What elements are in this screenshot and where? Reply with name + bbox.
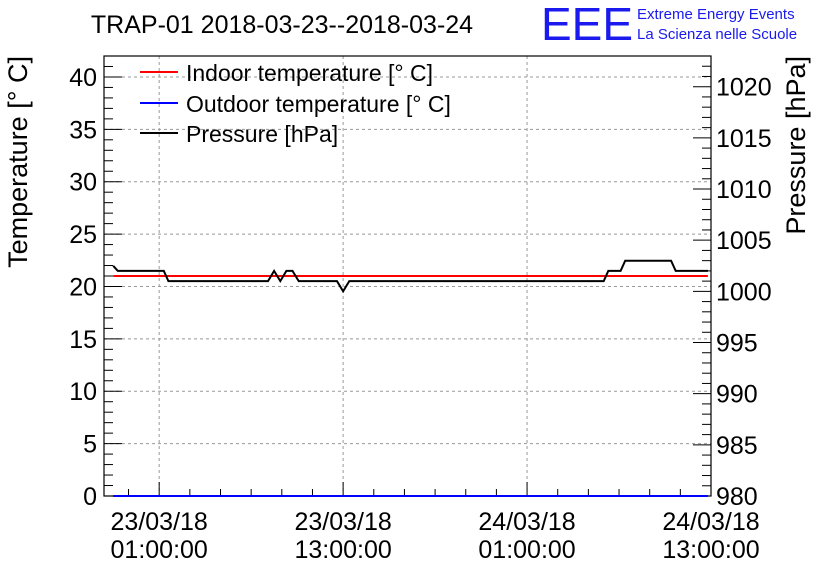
left-tick-label: 25 [69,221,97,249]
left-tick-label: 20 [69,273,97,301]
right-tick-label: 1010 [716,176,772,204]
legend-label-pressure: Pressure [hPa] [186,121,338,147]
eee-logo-line1: Extreme Energy Events [637,6,795,23]
right-axis-label: Pressure [hPa] [781,56,811,235]
legend: Indoor temperature [° C] Outdoor tempera… [140,60,451,147]
right-tick-label: 985 [716,432,758,460]
x-tick-label-time: 01:00:00 [478,536,575,564]
series-line-pressure [112,259,708,294]
series-layer [112,259,708,497]
right-tick-label: 980 [716,483,758,511]
legend-label-outdoor: Outdoor temperature [° C] [186,91,451,117]
left-tick-label: 40 [69,64,97,92]
x-axis: 23/03/1801:00:0023/03/1813:00:0024/03/18… [111,482,760,564]
x-tick-label-date: 24/03/18 [478,508,575,536]
right-tick-label: 1015 [716,125,772,153]
left-axis: 0 5 10 15 20 25 30 35 40 [69,64,122,511]
left-tick-label: 30 [69,169,97,197]
left-tick-label: 5 [83,431,97,459]
x-tick-label-time: 13:00:00 [294,536,391,564]
x-tick-label-date: 23/03/18 [111,508,208,536]
right-tick-label: 995 [716,330,758,358]
right-tick-label: 990 [716,381,758,409]
left-tick-label: 15 [69,326,97,354]
right-axis: 980 985 990 995 1000 1005 1010 1015 1020 [693,65,772,511]
left-tick-label: 10 [69,378,97,406]
eee-logo-line2: La Scienza nelle Scuole [637,26,797,43]
x-tick-label-date: 24/03/18 [662,508,759,536]
chart-title: TRAP-01 2018-03-23--2018-03-24 [91,11,473,39]
x-tick-label-date: 23/03/18 [294,508,391,536]
legend-label-indoor: Indoor temperature [° C] [186,60,433,86]
left-tick-label: 0 [83,483,97,511]
left-axis-label: Temperature [° C] [3,56,33,268]
eee-logo: EEE Extreme Energy Events La Scienza nel… [541,0,797,50]
right-tick-label: 1020 [716,74,772,102]
x-tick-label-time: 13:00:00 [662,536,759,564]
right-tick-label: 1000 [716,278,772,306]
eee-logo-mark: EEE [541,0,633,50]
left-tick-label: 35 [69,116,97,144]
x-tick-label-time: 01:00:00 [111,536,208,564]
right-tick-label: 1005 [716,227,772,255]
